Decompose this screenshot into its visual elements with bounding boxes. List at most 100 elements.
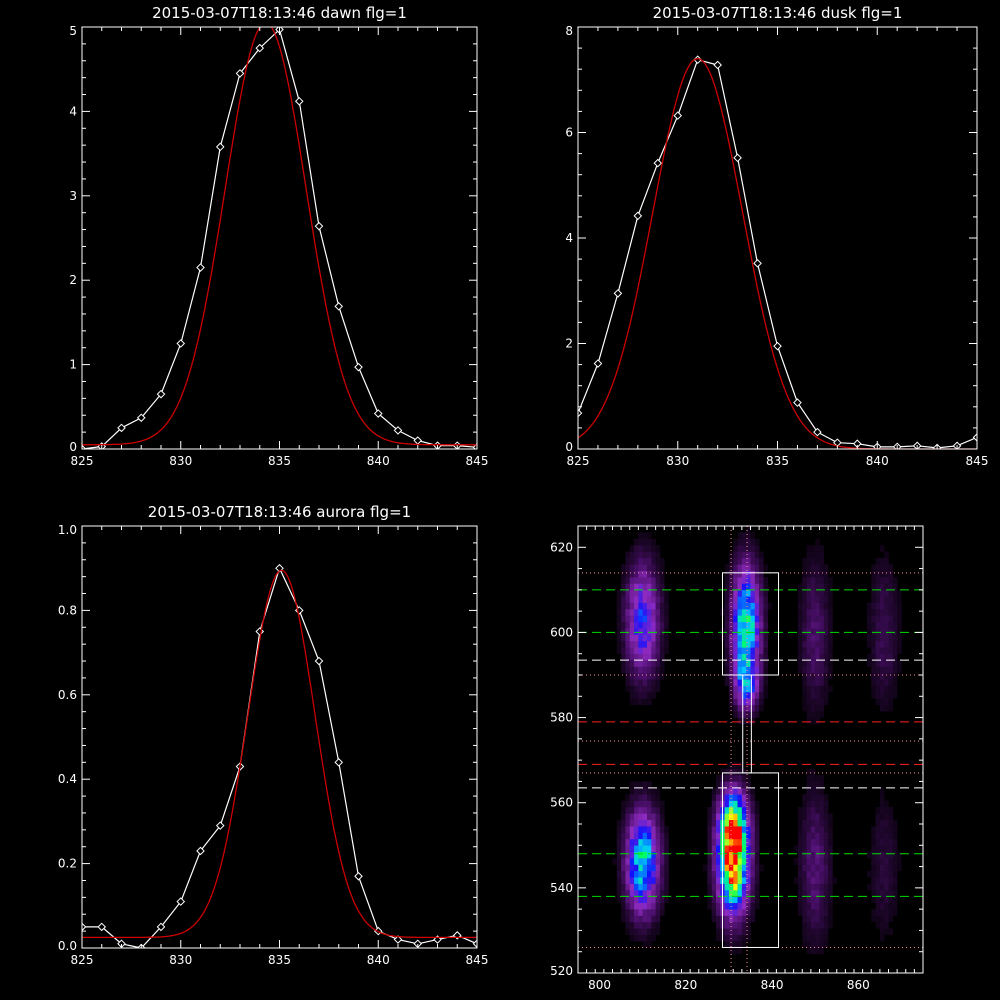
data-point: [136, 413, 146, 423]
y-tick-label: 2: [565, 337, 573, 351]
data-point: [393, 426, 403, 435]
chart-panel-4: 800 820 840 860 520 540 560 580 600 620: [550, 525, 924, 992]
data-point: [354, 362, 363, 372]
data-point: [773, 341, 782, 351]
x-tick-label: 830: [169, 454, 192, 468]
chart-panel-1: 825 830 835 840 845 0 1 2 3 4 5 2015-03-07T18:13:46…: [69, 4, 488, 468]
data-point: [972, 433, 977, 442]
y-tick-label: 0.6: [58, 688, 77, 702]
y-tick-label: 0.4: [58, 772, 77, 786]
y-tick-label: 2: [69, 273, 77, 287]
chart-title: 2015-03-07T18:13:46 dusk flg=1: [653, 4, 903, 22]
data-point: [176, 897, 186, 906]
plot-area: [82, 27, 477, 449]
x-tick-label: 860: [847, 978, 870, 992]
data-point: [314, 221, 324, 231]
x-tick-label: 800: [588, 978, 611, 992]
data-point: [713, 60, 722, 70]
plot-frame: [577, 26, 978, 450]
data-point: [235, 69, 245, 78]
x-tick-label: 825: [71, 953, 94, 967]
data-point: [156, 922, 166, 932]
y-tick-label: 4: [565, 231, 573, 245]
y-tick-label: 0: [69, 440, 77, 454]
y-tick-label: 6: [565, 126, 573, 140]
x-tick-label: 825: [71, 454, 94, 468]
y-tick-label: 0.2: [58, 857, 77, 871]
x-tick-label: 840: [367, 953, 390, 967]
data-point: [753, 259, 762, 268]
y-tick-label: 4: [69, 104, 77, 118]
x-tick-label: 845: [466, 454, 489, 468]
x-tick-label: 825: [567, 454, 590, 468]
data-point: [196, 263, 205, 272]
x-tick-label: 845: [466, 953, 489, 967]
y-tick-label: 520: [550, 964, 573, 978]
x-tick-label: 830: [169, 953, 192, 967]
fit-curve: [82, 27, 477, 446]
region-connector: [742, 674, 752, 774]
plot-area: [578, 55, 977, 449]
data-line: [578, 58, 977, 449]
y-tick-label: 3: [69, 189, 77, 203]
y-tick-label: 1.0: [58, 523, 77, 537]
y-tick-label: 560: [550, 796, 573, 810]
y-tick-label: 0.8: [58, 603, 77, 617]
data-point: [156, 389, 166, 399]
data-point: [813, 427, 822, 437]
data-point: [793, 398, 802, 407]
data-point: [215, 142, 225, 152]
data-point: [97, 922, 107, 932]
data-point: [354, 871, 363, 881]
x-tick-label: 840: [761, 978, 784, 992]
x-tick-label: 820: [674, 978, 697, 992]
plot-frame: [81, 525, 478, 949]
chart-title: 2015-03-07T18:13:46 aurora flg=1: [148, 503, 411, 521]
plot-area: [578, 526, 923, 973]
fit-curve: [578, 57, 977, 449]
y-tick-label: 600: [550, 625, 573, 639]
data-point: [334, 302, 344, 311]
y-tick-label: 8: [565, 24, 573, 38]
x-tick-label: 830: [666, 454, 689, 468]
heatmap-image: [612, 526, 902, 955]
data-point: [334, 758, 344, 767]
data-point: [314, 656, 324, 666]
data-point: [117, 423, 126, 433]
y-tick-label: 0.0: [58, 939, 77, 953]
x-tick-label: 835: [268, 953, 291, 967]
data-point: [215, 821, 225, 830]
data-point: [653, 158, 663, 168]
y-tick-label: 580: [550, 711, 573, 725]
plot-area: [82, 563, 477, 948]
data-point: [633, 211, 643, 221]
chart-panel-3: 825 830 835 840 845 0.0 0.2 0.4 0.6 0.8 1.0 2015-03…: [58, 503, 489, 967]
data-point: [413, 436, 423, 445]
y-tick-label: 1: [69, 358, 77, 372]
x-tick-label: 845: [966, 454, 989, 468]
data-point: [578, 408, 583, 418]
data-line: [82, 566, 477, 948]
data-point: [673, 111, 683, 120]
data-point: [82, 444, 87, 449]
fit-curve: [82, 569, 477, 939]
data-point: [255, 43, 265, 53]
data-point: [176, 339, 186, 348]
data-point: [82, 922, 87, 932]
y-tick-label: 540: [550, 881, 573, 895]
plot-frame: [81, 26, 478, 450]
y-tick-label: 0: [565, 440, 573, 454]
x-tick-label: 835: [766, 454, 789, 468]
data-point: [472, 939, 477, 948]
data-point: [294, 96, 304, 106]
data-point: [393, 935, 403, 944]
chart-panel-2: 825 830 835 840 845 0 2 4 6 8 2015-03-07T18:13:46 …: [565, 4, 988, 468]
x-tick-label: 835: [268, 454, 291, 468]
x-tick-label: 840: [866, 454, 889, 468]
data-point: [196, 846, 205, 856]
data-point: [593, 359, 603, 368]
data-point: [613, 289, 623, 298]
data-point: [733, 153, 742, 163]
x-tick-label: 840: [367, 454, 390, 468]
